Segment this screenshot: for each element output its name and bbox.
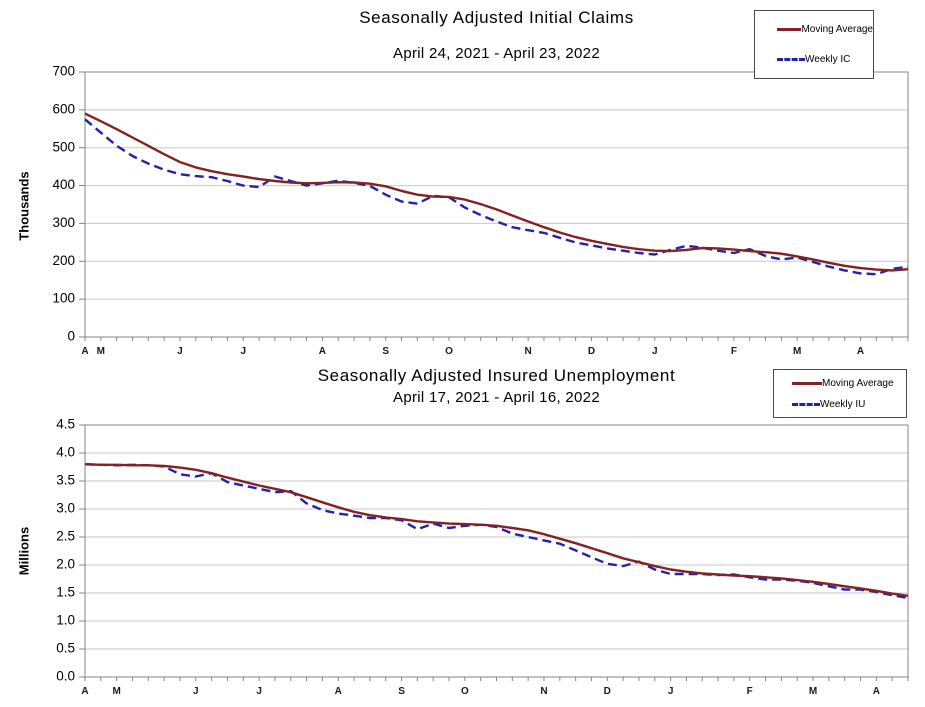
svg-text:A: A xyxy=(319,346,326,357)
svg-text:M: M xyxy=(97,346,105,357)
svg-text:M: M xyxy=(809,686,817,697)
insured-unemployment-chart-subtitle: April 17, 2021 - April 16, 2022 xyxy=(393,389,600,406)
svg-text:3.0: 3.0 xyxy=(56,501,75,516)
initial-claims-chart-title: Seasonally Adjusted Initial Claims xyxy=(359,8,634,27)
svg-text:A: A xyxy=(335,686,342,697)
svg-text:O: O xyxy=(445,346,453,357)
svg-text:O: O xyxy=(461,686,469,697)
svg-text:J: J xyxy=(177,346,183,357)
svg-text:500: 500 xyxy=(52,139,75,154)
svg-text:S: S xyxy=(398,686,405,697)
svg-text:N: N xyxy=(540,686,547,697)
svg-text:A: A xyxy=(873,686,880,697)
moving-average-line-swatch xyxy=(777,28,802,31)
svg-text:300: 300 xyxy=(52,215,75,230)
svg-text:D: D xyxy=(604,686,611,697)
moving-average-iu-legend-label: Moving Average xyxy=(822,378,894,389)
svg-text:A: A xyxy=(81,346,88,357)
weekly-iu-legend-label: Weekly IU xyxy=(820,399,866,410)
svg-text:400: 400 xyxy=(52,177,75,192)
svg-text:F: F xyxy=(731,346,737,357)
svg-text:3.5: 3.5 xyxy=(56,473,75,488)
moving-average-legend-label: Moving Average xyxy=(801,24,873,35)
legend-row-weekly-ic: Weekly IC xyxy=(755,54,873,65)
svg-text:J: J xyxy=(256,686,262,697)
weekly-ic-line-swatch xyxy=(777,58,805,61)
svg-text:D: D xyxy=(588,346,595,357)
svg-text:1.5: 1.5 xyxy=(56,585,75,600)
legend-row-moving-average: Moving Average xyxy=(755,24,873,35)
svg-text:0.0: 0.0 xyxy=(56,669,75,684)
svg-text:A: A xyxy=(81,686,88,697)
svg-text:200: 200 xyxy=(52,253,75,268)
svg-text:M: M xyxy=(112,686,120,697)
svg-text:S: S xyxy=(382,346,389,357)
svg-text:J: J xyxy=(193,686,199,697)
svg-text:F: F xyxy=(747,686,753,697)
svg-text:1.0: 1.0 xyxy=(56,613,75,628)
initial-claims-chart-subtitle: April 24, 2021 - April 23, 2022 xyxy=(393,45,600,62)
svg-text:0: 0 xyxy=(67,329,75,344)
svg-text:4.0: 4.0 xyxy=(56,445,75,460)
legend-row-moving-average-iu: Moving Average xyxy=(774,378,906,389)
moving-average-line xyxy=(84,463,909,597)
svg-text:N: N xyxy=(525,346,532,357)
svg-text:0.5: 0.5 xyxy=(56,641,75,656)
svg-text:J: J xyxy=(652,346,658,357)
svg-text:A: A xyxy=(857,346,864,357)
insured-unemployment-chart-title: Seasonally Adjusted Insured Unemployment xyxy=(317,366,676,385)
svg-text:J: J xyxy=(240,346,246,357)
svg-text:100: 100 xyxy=(52,291,75,306)
svg-text:J: J xyxy=(668,686,674,697)
weekly-ic-legend-label: Weekly IC xyxy=(805,54,851,65)
svg-text:2.5: 2.5 xyxy=(56,529,75,544)
moving-average-iu-line-swatch xyxy=(792,382,822,385)
moving-average-line xyxy=(84,112,909,272)
initial-claims-legend: Moving Average Weekly IC xyxy=(754,10,874,79)
legend-row-weekly-iu: Weekly IU xyxy=(774,399,906,410)
insured-unemployment-legend: Moving Average Weekly IU xyxy=(773,369,907,418)
svg-text:M: M xyxy=(793,346,801,357)
insured-unemployment-y-axis-label: Millions xyxy=(16,526,32,576)
weekly-ic-line xyxy=(84,118,909,276)
svg-text:700: 700 xyxy=(52,64,75,79)
svg-text:2.0: 2.0 xyxy=(56,557,75,572)
svg-text:600: 600 xyxy=(52,101,75,116)
initial-claims-y-axis-label: Thousands xyxy=(16,171,32,241)
svg-text:4.5: 4.5 xyxy=(56,417,75,432)
weekly-iu-line-swatch xyxy=(792,403,820,406)
